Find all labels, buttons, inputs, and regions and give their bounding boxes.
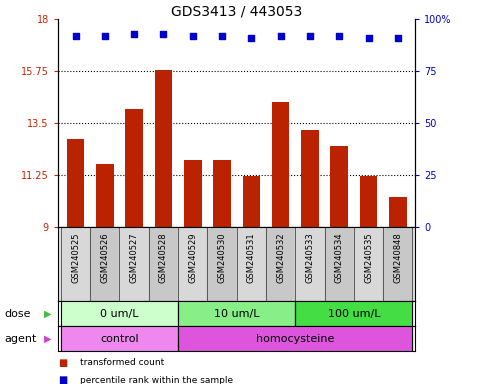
Text: GSM240527: GSM240527 <box>129 233 139 283</box>
Bar <box>237 227 266 301</box>
Bar <box>178 227 207 301</box>
Point <box>71 33 79 39</box>
Bar <box>383 227 412 301</box>
Text: ■: ■ <box>58 375 67 384</box>
Text: GSM240532: GSM240532 <box>276 233 285 283</box>
Bar <box>184 160 201 227</box>
Text: percentile rank within the sample: percentile rank within the sample <box>80 376 233 384</box>
Bar <box>178 301 295 326</box>
Text: 10 um/L: 10 um/L <box>214 309 259 319</box>
Bar <box>272 102 289 227</box>
Bar <box>119 227 149 301</box>
Point <box>247 35 255 41</box>
Text: 0 um/L: 0 um/L <box>100 309 139 319</box>
Bar <box>213 160 231 227</box>
Bar <box>61 301 178 326</box>
Point <box>218 33 226 39</box>
Point <box>394 35 402 41</box>
Bar <box>295 227 325 301</box>
Bar <box>266 227 295 301</box>
Bar <box>325 227 354 301</box>
Point <box>365 35 372 41</box>
Text: GSM240535: GSM240535 <box>364 233 373 283</box>
Text: control: control <box>100 334 139 344</box>
Text: 100 um/L: 100 um/L <box>327 309 380 319</box>
Bar <box>67 139 85 227</box>
Bar <box>330 146 348 227</box>
Bar <box>207 227 237 301</box>
Text: dose: dose <box>5 309 31 319</box>
Bar <box>90 227 119 301</box>
Text: GSM240525: GSM240525 <box>71 233 80 283</box>
Point <box>277 33 284 39</box>
Bar <box>295 301 412 326</box>
Text: GSM240533: GSM240533 <box>305 233 314 283</box>
Text: ▶: ▶ <box>44 334 52 344</box>
Bar <box>61 326 178 351</box>
Title: GDS3413 / 443053: GDS3413 / 443053 <box>171 4 302 18</box>
Point <box>130 31 138 37</box>
Point <box>189 33 197 39</box>
Bar <box>126 109 143 227</box>
Text: GSM240531: GSM240531 <box>247 233 256 283</box>
Bar <box>155 70 172 227</box>
Text: ▶: ▶ <box>44 309 52 319</box>
Bar <box>61 227 90 301</box>
Bar <box>301 130 319 227</box>
Bar <box>354 227 383 301</box>
Point <box>159 31 167 37</box>
Text: GSM240848: GSM240848 <box>393 233 402 283</box>
Text: homocysteine: homocysteine <box>256 334 334 344</box>
Text: GSM240534: GSM240534 <box>335 233 344 283</box>
Text: GSM240528: GSM240528 <box>159 233 168 283</box>
Text: GSM240529: GSM240529 <box>188 233 197 283</box>
Text: ■: ■ <box>58 358 67 368</box>
Bar <box>360 176 377 227</box>
Point <box>335 33 343 39</box>
Text: GSM240526: GSM240526 <box>100 233 109 283</box>
Text: transformed count: transformed count <box>80 358 164 367</box>
Bar <box>178 326 412 351</box>
Bar <box>242 176 260 227</box>
Point <box>306 33 314 39</box>
Bar <box>389 197 407 227</box>
Bar <box>149 227 178 301</box>
Point <box>101 33 109 39</box>
Text: agent: agent <box>5 334 37 344</box>
Bar <box>96 164 114 227</box>
Text: GSM240530: GSM240530 <box>217 233 227 283</box>
